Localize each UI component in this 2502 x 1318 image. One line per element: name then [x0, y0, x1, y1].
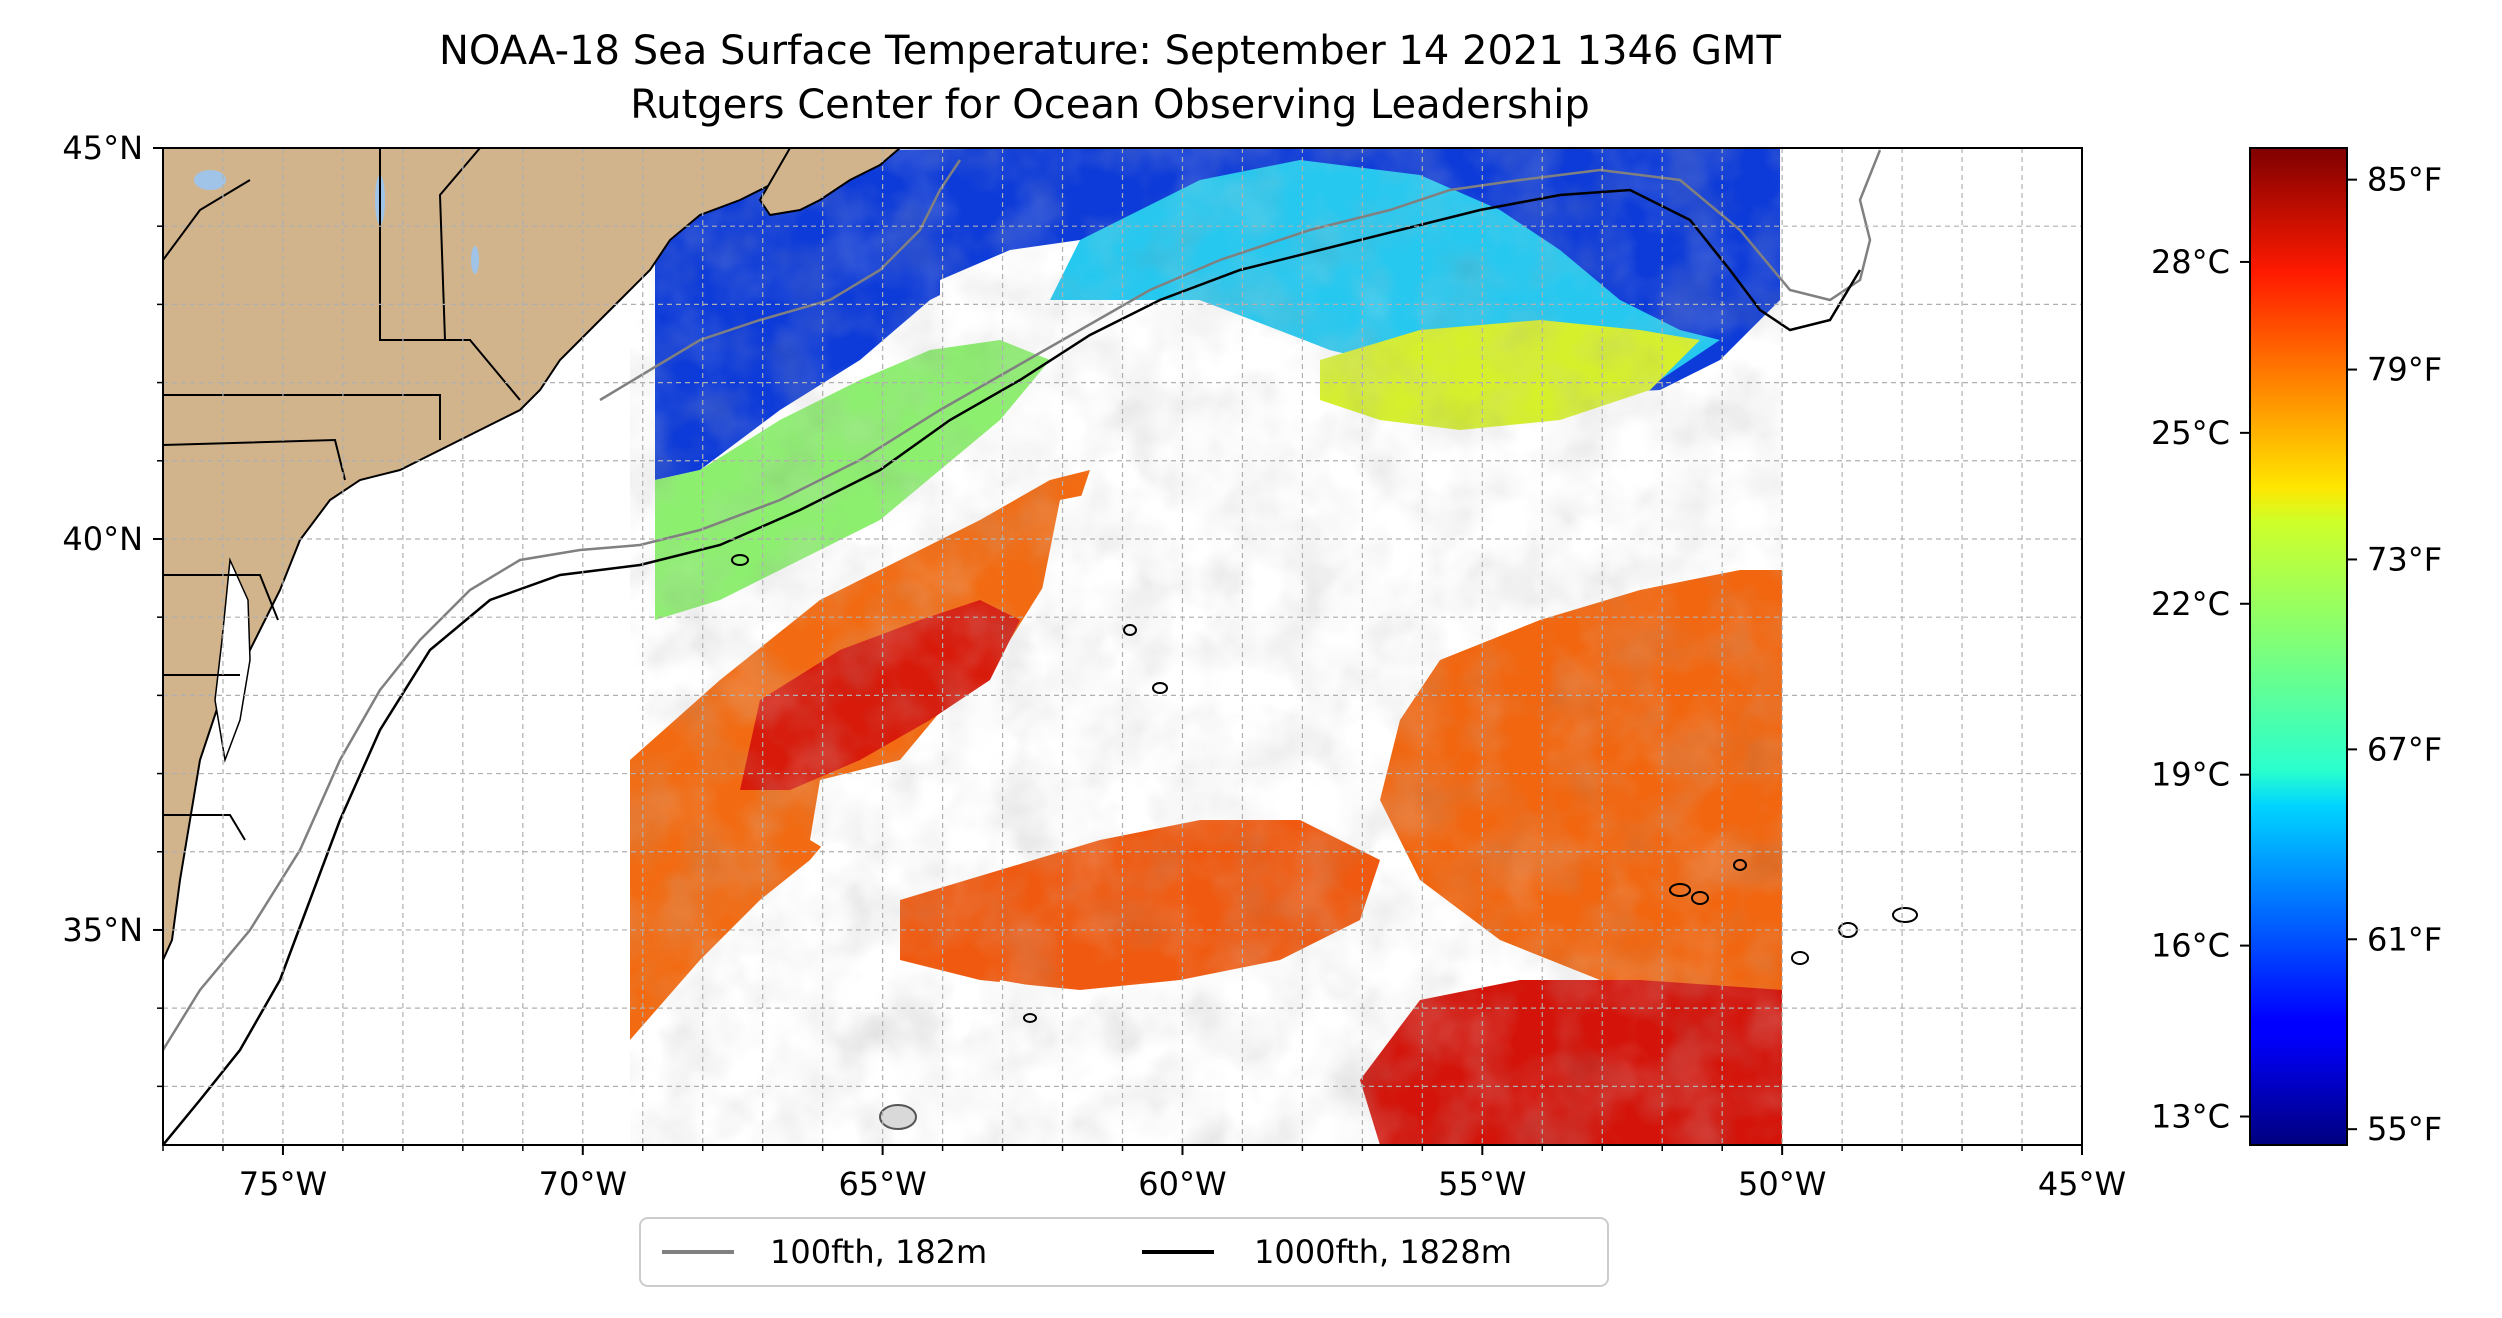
lat-tick-label: 40°N: [62, 520, 143, 558]
colorbar-gradient: [2249, 147, 2348, 1146]
celsius-tick-label: 16°C: [2151, 927, 2230, 965]
celsius-tick-label: 13°C: [2151, 1098, 2230, 1136]
colorbar-celsius-ticks: 28°C 25°C 22°C 19°C 16°C 13°C: [2151, 243, 2250, 1136]
map-title-line2: Rutgers Center for Ocean Observing Leade…: [630, 82, 1590, 128]
land-north-america: [163, 148, 792, 961]
legend-label-1000fth: 1000fth, 1828m: [1254, 1233, 1512, 1271]
sst-texture: [630, 148, 1782, 1145]
fahrenheit-tick-label: 79°F: [2367, 351, 2442, 389]
celsius-tick-label: 28°C: [2151, 243, 2230, 281]
lon-tick-label: 75°W: [239, 1165, 327, 1203]
celsius-tick-label: 19°C: [2151, 756, 2230, 794]
fahrenheit-tick-label: 61°F: [2367, 920, 2442, 958]
contour-100fth: [163, 149, 1882, 1051]
lon-tick-label: 55°W: [1438, 1165, 1526, 1203]
lat-tick-label: 45°N: [62, 129, 143, 167]
legend-label-100fth: 100fth, 182m: [770, 1233, 987, 1271]
celsius-tick-label: 25°C: [2151, 414, 2230, 452]
legend-box: [639, 1217, 1609, 1287]
fahrenheit-tick-label: 73°F: [2367, 540, 2442, 578]
lat-tick-label: 35°N: [62, 911, 143, 949]
contour-1000fth: [163, 188, 1862, 1145]
lon-tick-label: 70°W: [539, 1165, 627, 1203]
seamounts: [731, 554, 1918, 1130]
fahrenheit-tick-label: 67°F: [2367, 730, 2442, 768]
lon-tick-label: 45°W: [2038, 1165, 2126, 1203]
lon-tick-label: 50°W: [1738, 1165, 1826, 1203]
fahrenheit-tick-label: 55°F: [2367, 1110, 2442, 1148]
longitude-ticks: 75°W 70°W 65°W 60°W 55°W 50°W 45°W: [162, 1145, 2126, 1203]
latitude-ticks: 45°N 40°N 35°N: [62, 129, 163, 1088]
celsius-tick-label: 22°C: [2151, 585, 2230, 623]
lon-tick-label: 60°W: [1138, 1165, 1226, 1203]
lon-tick-label: 65°W: [838, 1165, 926, 1203]
gridlines: [163, 148, 2082, 1145]
colorbar-fahrenheit-ticks: 85°F 79°F 73°F 67°F 61°F 55°F: [2347, 161, 2442, 1148]
map-panel: [163, 148, 2082, 1145]
sst-swath: [630, 148, 1782, 1145]
fahrenheit-tick-label: 85°F: [2367, 161, 2442, 199]
map-title-line1: NOAA-18 Sea Surface Temperature: Septemb…: [439, 28, 1782, 74]
land-nova-scotia: [758, 148, 902, 217]
land: [163, 148, 902, 961]
colorbar: 28°C 25°C 22°C 19°C 16°C 13°C 85°F 79°F 73°F 67°…: [2151, 147, 2442, 1148]
land-chesapeake-gap: [214, 557, 251, 763]
state-borders: [163, 148, 521, 841]
legend: 100fth, 182m 1000fth, 1828m: [639, 1217, 1609, 1287]
